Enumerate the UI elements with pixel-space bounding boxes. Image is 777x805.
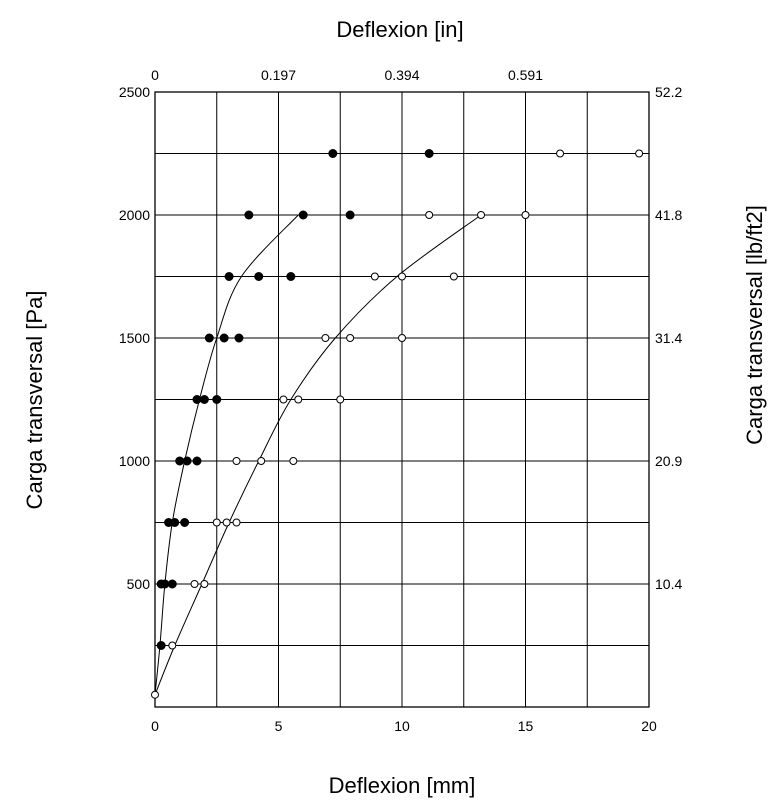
series-2-point <box>425 211 434 219</box>
series-2-point <box>370 272 379 281</box>
series-1-point <box>234 333 244 343</box>
series-1-point <box>328 149 338 158</box>
x-tick-label: 5 <box>275 718 283 734</box>
series-2-point <box>151 690 159 699</box>
series-2-point <box>398 334 406 342</box>
y2-tick-label: 10.4 <box>655 576 682 592</box>
series-2-point <box>232 457 241 465</box>
y-tick-label: 500 <box>127 576 151 592</box>
y-tick-label: 1000 <box>119 453 150 469</box>
series-1-point <box>224 272 234 281</box>
series-1-point <box>175 456 185 466</box>
series-1-point <box>192 395 202 404</box>
series-2-point <box>477 211 486 219</box>
series-2-point <box>635 149 644 158</box>
series-1-point <box>192 456 202 466</box>
series-2-point <box>521 211 530 219</box>
x-tick-label: 10 <box>394 718 410 734</box>
series-1-point <box>182 456 192 466</box>
series-1-point <box>199 395 209 404</box>
series-2-point <box>200 580 209 588</box>
series-2-point <box>294 395 303 404</box>
series-1-point <box>156 641 166 650</box>
series-1-point <box>212 395 222 404</box>
series-2-point <box>289 457 298 465</box>
trend-lines <box>154 214 482 695</box>
grid <box>155 92 649 707</box>
tick-labels: 0 5 10 15 20 0 0.197 0.394 0.591 500 1000 1500 2000 2… <box>119 67 683 734</box>
series-1-point <box>167 579 177 589</box>
series-2-point <box>279 395 288 404</box>
x-tick-label: 0 <box>151 718 159 734</box>
y-tick-label: 2500 <box>119 84 150 100</box>
x2-tick-label: 0.394 <box>384 67 419 83</box>
series-1-point <box>204 333 214 343</box>
series-1-point <box>219 333 229 343</box>
y2-tick-label: 41.8 <box>655 207 682 223</box>
series-2-point <box>346 334 355 342</box>
series-2-point <box>556 149 565 158</box>
series-1-point <box>345 210 355 220</box>
y-tick-label: 2000 <box>119 207 150 223</box>
series-1-point <box>254 272 264 281</box>
series-2-point <box>168 641 177 650</box>
series-1-point <box>286 272 296 281</box>
y2-tick-label: 31.4 <box>655 330 682 346</box>
series-2-point <box>232 518 241 527</box>
series-1-point <box>424 149 434 158</box>
y-tick-label: 1500 <box>119 330 150 346</box>
data-points <box>151 149 644 699</box>
series-2-point <box>398 272 406 281</box>
x-tick-label: 20 <box>641 718 657 734</box>
series-2-point <box>321 334 330 342</box>
x2-tick-label: 0.591 <box>508 67 543 83</box>
series-2-point <box>336 395 345 404</box>
y-axis-title: Carga transversal [Pa] <box>22 291 47 510</box>
series-2-point <box>190 580 199 588</box>
series-2-trend-line <box>154 214 482 695</box>
series-1-point <box>298 210 308 220</box>
series-1-point <box>170 518 180 527</box>
x2-axis-title: Deflexion [in] <box>336 17 463 42</box>
x-tick-label: 15 <box>518 718 534 734</box>
series-2-point <box>449 272 458 281</box>
series-2-point <box>257 457 266 465</box>
series-2-point <box>222 518 231 527</box>
y2-axis-title: Carga transversal [lb/ft2] <box>742 205 767 445</box>
series-1-trend-line <box>154 214 299 695</box>
x-axis-title: Deflexion [mm] <box>329 773 476 798</box>
series-2-point <box>212 518 221 527</box>
x2-tick-label: 0 <box>151 67 159 83</box>
x2-tick-label: 0.197 <box>261 67 296 83</box>
series-1-point <box>244 210 254 220</box>
series-1-point <box>160 579 170 589</box>
y2-tick-label: 52.2 <box>655 84 682 100</box>
y2-tick-label: 20.9 <box>655 453 682 469</box>
series-1-point <box>180 518 190 527</box>
